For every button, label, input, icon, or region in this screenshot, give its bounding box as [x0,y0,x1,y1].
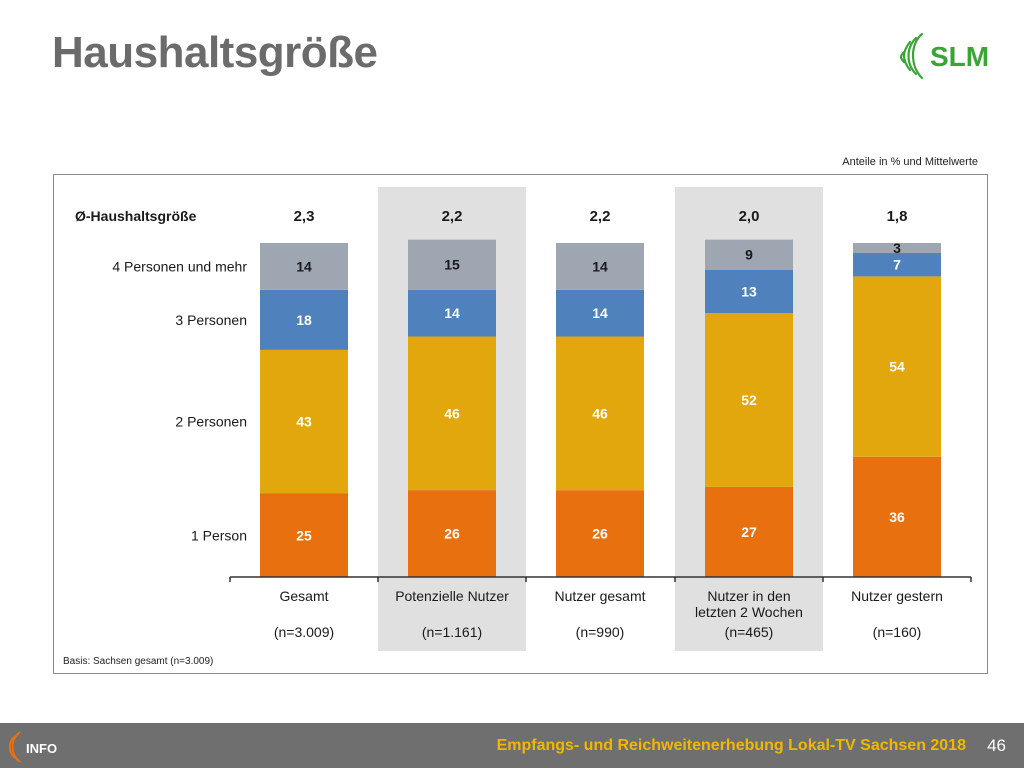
data-label: 14 [592,305,608,321]
chart-frame [53,174,988,674]
bar-segment [705,313,793,487]
data-label: 26 [592,526,608,542]
data-label: 7 [893,257,901,273]
page-title: Haushaltsgröße [52,28,378,77]
category-sample-size: (n=1.161) [422,624,482,640]
series-label: 2 Personen [175,414,247,430]
page-number: 46 [987,736,1006,755]
data-label: 26 [444,526,460,542]
footer-bar: INFO Empfangs- und Reichweitenerhebung L… [0,723,1024,768]
bar-segment [260,243,348,290]
bar-segment [853,243,941,254]
bar-segment [705,269,793,314]
category-sample-size: (n=160) [873,624,922,640]
data-label: 25 [296,527,312,543]
category-label-line2: letzten 2 Wochen [695,604,803,620]
data-label: 27 [741,524,757,540]
bar-segment [408,336,496,491]
data-label: 46 [592,405,608,421]
info-logo: INFO [8,731,57,763]
bar-segment [408,490,496,577]
data-label: 18 [296,312,312,328]
data-label: 54 [889,359,905,375]
data-label: 9 [745,247,753,263]
bar-segment [853,276,941,457]
bar-segment [260,349,348,494]
category-sample-size: (n=3.009) [274,624,334,640]
data-label: 13 [741,283,757,299]
bar-segment [556,490,644,577]
unit-note: Anteile in % und Mittelwerte [842,156,978,168]
category-sample-size: (n=465) [725,624,774,640]
bar-segment [853,456,941,577]
avg-value: 2,0 [739,208,760,225]
slm-logo-text: SLM [930,41,989,72]
bar-segment [705,239,793,270]
category-label: Potenzielle Nutzer [395,588,509,604]
bar-segment [556,289,644,337]
data-label: 3 [893,240,901,256]
data-label: 14 [296,258,312,274]
avg-value: 2,2 [442,208,463,225]
slm-logo: SLM [900,32,989,80]
category-label: Nutzer gesamt [554,588,645,604]
avg-value: 2,2 [590,208,611,225]
basis-note: Basis: Sachsen gesamt (n=3.009) [63,656,214,667]
data-label: 36 [889,509,905,525]
avg-value: 2,3 [294,208,315,225]
series-label: 3 Personen [175,312,247,328]
bar-segment [260,289,348,350]
footer-title: Empfangs- und Reichweitenerhebung Lokal-… [496,737,966,754]
bar-segment [556,336,644,491]
data-label: 43 [296,414,312,430]
bar-segment [853,253,941,277]
info-logo-text: INFO [26,741,57,756]
avg-row-label: Ø-Haushaltsgröße [75,208,197,224]
data-label: 14 [444,305,460,321]
data-label: 14 [592,258,608,274]
avg-value: 1,8 [887,208,908,225]
info-logo-swoosh-icon [8,731,21,763]
stacked-bar-chart: Ø-Haushaltsgröße 2,3 2,2 2,2 2,0 1,8 25 43 18 14 2… [75,187,972,651]
bar-segment [408,289,496,337]
bar-segment [260,493,348,577]
category-label: Nutzer in den [707,588,790,604]
bar-segment [556,243,644,290]
data-label: 15 [444,257,460,273]
slm-logo-swoosh-icon [900,32,924,80]
series-label: 1 Person [191,527,247,543]
series-label: 4 Personen und mehr [112,258,247,274]
category-sample-size: (n=990) [576,624,625,640]
bar-segment [408,239,496,290]
bar-segment [705,486,793,577]
category-label: Nutzer gestern [851,588,943,604]
data-label: 46 [444,405,460,421]
data-label: 52 [741,392,757,408]
category-label: Gesamt [279,588,328,604]
